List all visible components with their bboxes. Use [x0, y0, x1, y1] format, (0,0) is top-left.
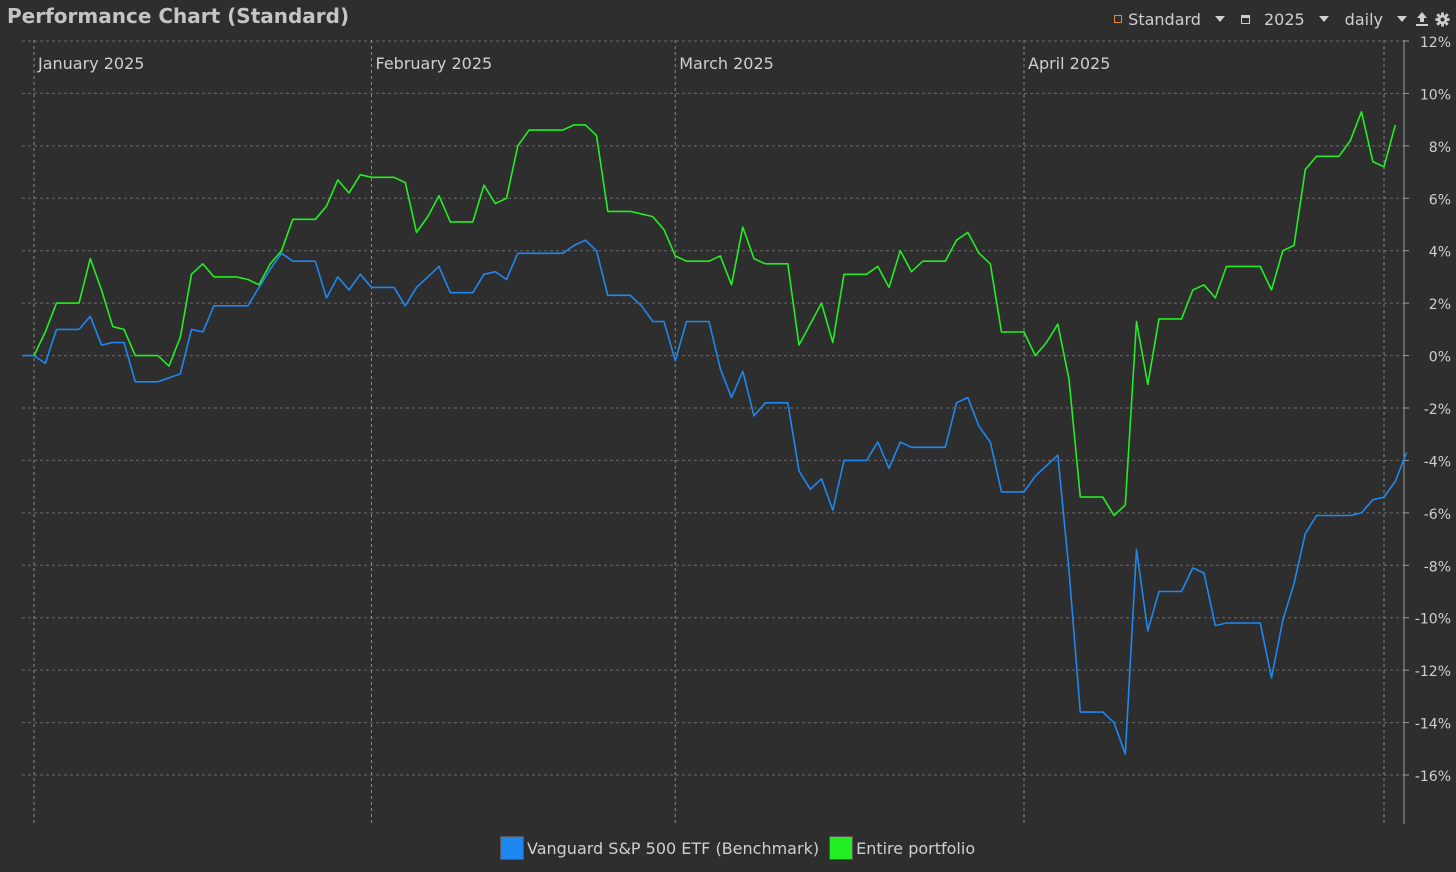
- x-month-label: March 2025: [679, 54, 774, 73]
- calendar-icon: [1240, 14, 1250, 24]
- chart-legend: Vanguard S&P 500 ETF (Benchmark) Entire …: [500, 836, 985, 860]
- y-tick-label: 2%: [1429, 297, 1451, 313]
- chevron-down-icon[interactable]: [1214, 16, 1225, 22]
- gear-icon[interactable]: [1435, 11, 1450, 27]
- y-tick-label: -6%: [1424, 507, 1451, 523]
- chart-toolbar: Standard 2025 daily: [1114, 8, 1450, 30]
- series-line-benchmark: [22, 239, 1408, 755]
- y-tick-label: -14%: [1415, 717, 1451, 733]
- y-tick-label: -10%: [1415, 612, 1451, 628]
- y-tick-label: -8%: [1424, 559, 1451, 575]
- series-line-portfolio: [33, 111, 1397, 517]
- chart-type-icon: [1114, 15, 1123, 23]
- view-selector[interactable]: Standard: [1114, 10, 1241, 29]
- y-tick-label: 12%: [1420, 35, 1451, 51]
- x-month-label: February 2025: [376, 54, 493, 73]
- interval-label: daily: [1344, 9, 1383, 29]
- x-month-label: January 2025: [37, 54, 144, 73]
- y-tick-label: 0%: [1429, 350, 1451, 366]
- y-tick-label: 10%: [1420, 87, 1451, 103]
- year-selector[interactable]: 2025: [1240, 9, 1345, 29]
- legend-swatch-portfolio: [829, 836, 854, 860]
- legend-label-portfolio: Entire portfolio: [856, 838, 976, 858]
- legend-item-benchmark[interactable]: Vanguard S&P 500 ETF (Benchmark): [500, 836, 819, 860]
- y-tick-label: -12%: [1415, 664, 1451, 680]
- legend-label-benchmark: Vanguard S&P 500 ETF (Benchmark): [527, 838, 820, 858]
- upload-icon[interactable]: [1415, 11, 1429, 27]
- y-tick-label: -4%: [1424, 454, 1451, 470]
- chevron-down-icon[interactable]: [1397, 16, 1407, 22]
- y-tick-label: 4%: [1429, 245, 1451, 261]
- x-month-label: April 2025: [1028, 54, 1110, 73]
- page-title: Performance Chart (Standard): [7, 4, 350, 28]
- y-tick-label: -16%: [1415, 769, 1451, 785]
- y-tick-label: 6%: [1429, 192, 1451, 208]
- legend-swatch-benchmark: [500, 836, 524, 860]
- year-label: 2025: [1263, 9, 1305, 29]
- y-tick-label: -2%: [1424, 402, 1451, 418]
- chevron-down-icon[interactable]: [1318, 16, 1329, 22]
- legend-item-portfolio[interactable]: Entire portfolio: [829, 836, 975, 860]
- interval-selector[interactable]: daily: [1345, 10, 1415, 29]
- y-tick-label: 8%: [1429, 140, 1451, 156]
- view-label: Standard: [1128, 9, 1201, 29]
